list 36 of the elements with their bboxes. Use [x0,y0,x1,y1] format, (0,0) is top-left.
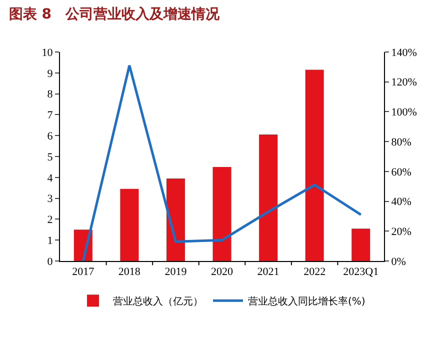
y2-tick-label: 140% [391,46,417,59]
x-tick-label: 2019 [164,266,188,278]
x-tick-label: 2020 [211,266,234,278]
line-series [82,64,362,261]
y-tick-label: 5 [47,151,54,164]
y-tick-label: 9 [47,68,54,80]
y-tick-label: 8 [47,88,54,101]
legend-label: 营业总收入（亿元） [113,295,203,308]
bar [120,188,139,261]
y-tick-label: 3 [47,193,54,206]
y-tick-label: 7 [47,110,54,122]
bar [352,228,370,261]
bar [305,70,324,261]
y-tick-label: 6 [47,130,54,142]
x-tick-label: 2017 [72,266,95,278]
y2-tick-label: 100% [391,106,417,119]
bar [166,178,185,261]
y2-tick-label: 60% [391,166,412,178]
x-tick-label: 2023Q1 [343,266,379,278]
y2-tick-label: 40% [391,196,412,208]
y-tick-label: 0 [47,256,54,268]
chart-title: 图表 8 公司营业收入及增速情况 [8,6,221,22]
x-tick-label: 2018 [118,266,141,278]
bar [212,166,232,261]
legend-label: 营业总收入同比增长率(%) [248,295,366,308]
bar [259,134,278,261]
y-tick-label: 1 [47,234,53,247]
y2-tick-label: 0% [391,256,406,268]
y2-tick-label: 80% [391,136,412,148]
y-tick-label: 4 [47,172,54,184]
y-tick-label: 2 [47,214,53,226]
y2-tick-label: 20% [391,226,412,238]
y2-tick-label: 120% [391,76,417,89]
x-tick-label: 2022 [304,266,326,278]
y-tick-label: 10 [42,46,54,59]
x-tick-label: 2021 [257,266,280,278]
